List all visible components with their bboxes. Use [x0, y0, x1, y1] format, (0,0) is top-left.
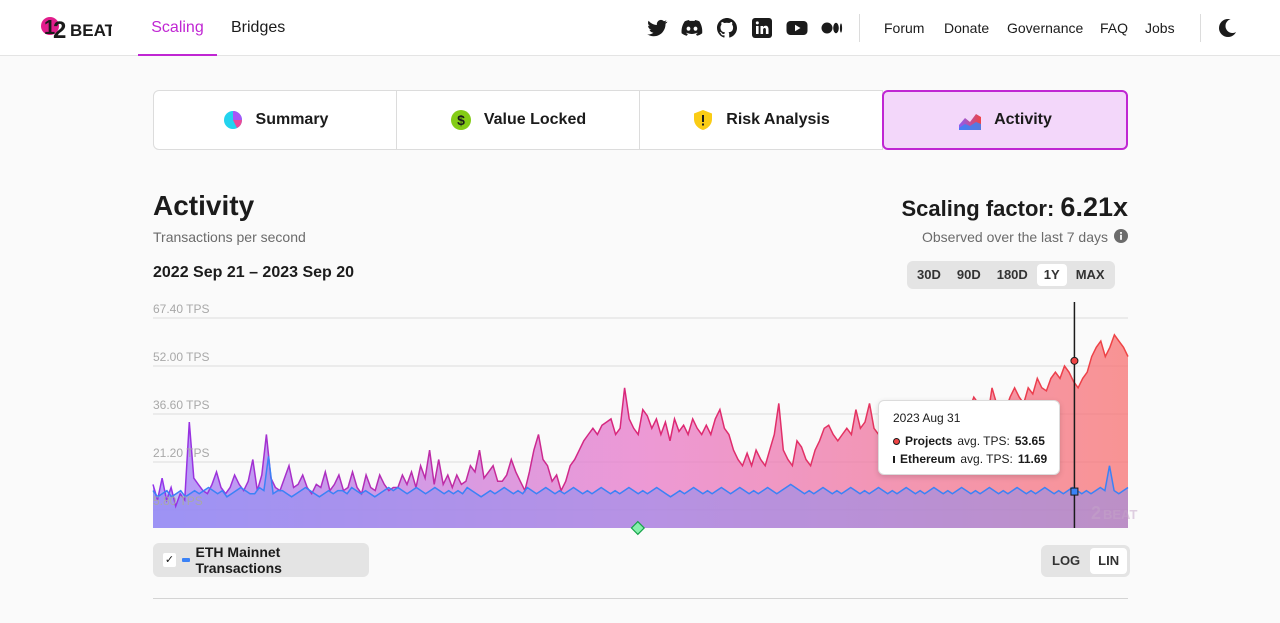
- shield-warning-icon: [694, 110, 713, 130]
- linkedin-icon[interactable]: [750, 16, 774, 40]
- tab-label: Value Locked: [483, 111, 587, 128]
- discord-icon[interactable]: [680, 16, 704, 40]
- eth-mainnet-checkbox[interactable]: ✓: [163, 553, 177, 567]
- nav-divider: [1200, 14, 1201, 42]
- tab-label: Summary: [255, 111, 329, 128]
- tooltip-projects-value: 53.65: [1014, 434, 1045, 448]
- observed-note: Observed over the last 7 days: [922, 229, 1108, 245]
- top-navigation: 1 2 BEAT Scaling Bridges Forum Donate Go…: [0, 0, 1280, 56]
- eth-mainnet-label: ETH Mainnet Transactions: [195, 544, 282, 576]
- nav-link-faq[interactable]: FAQ: [1100, 20, 1129, 36]
- tab-label: Risk Analysis: [726, 111, 830, 128]
- tooltip-ethereum-label: Ethereum: [900, 452, 956, 466]
- range-option-180d[interactable]: 180D: [996, 267, 1028, 282]
- tooltip-ethereum-suffix: avg. TPS:: [960, 452, 1013, 466]
- chart-watermark: 2: [1091, 503, 1101, 523]
- tooltip-date: 2023 Aug 31: [893, 411, 961, 425]
- scaling-factor-value: 6.21x: [1060, 192, 1128, 222]
- svg-text:BEAT: BEAT: [70, 21, 112, 40]
- milestone-marker[interactable]: [630, 520, 646, 536]
- svg-text:2: 2: [53, 17, 66, 44]
- nav-link-governance[interactable]: Governance: [1007, 20, 1084, 36]
- scale-selector: LOG LIN: [1041, 545, 1131, 577]
- tooltip-projects-suffix: avg. TPS:: [957, 434, 1010, 448]
- date-range: 2022 Sep 21 – 2023 Sep 20: [153, 264, 355, 281]
- tooltip-ethereum-value: 11.69: [1017, 452, 1048, 466]
- medium-icon[interactable]: [820, 16, 844, 40]
- ethereum-hover-point: [1070, 487, 1079, 496]
- scale-option-log[interactable]: LOG: [1052, 553, 1081, 568]
- scaling-factor-label: Scaling factor:: [901, 196, 1055, 221]
- summary-pie-icon: [223, 111, 242, 129]
- y-tick-label: 21.20 TPS: [153, 446, 209, 460]
- y-tick-label: 52.00 TPS: [153, 350, 209, 364]
- range-option-max[interactable]: MAX: [1075, 267, 1105, 282]
- nav-link-forum[interactable]: Forum: [884, 20, 925, 36]
- y-tick-label: 36.60 TPS: [153, 398, 209, 412]
- projects-marker-icon: [893, 437, 900, 445]
- chart-tooltip: 2023 Aug 31 Projects avg. TPS: 53.65 Eth…: [878, 400, 1060, 475]
- scale-option-lin[interactable]: LIN: [1090, 548, 1128, 574]
- projects-area: [153, 334, 1128, 528]
- nav-tab-scaling[interactable]: Scaling: [138, 0, 217, 56]
- activity-chart[interactable]: 67.40 TPS 52.00 TPS 36.60 TPS 21.20 TPS 5.80…: [152, 300, 1137, 536]
- chart-watermark: BEAT: [1103, 507, 1137, 522]
- activity-chart-icon: [959, 114, 982, 130]
- y-tick-label: 5.80 TPS: [153, 494, 203, 508]
- section-divider: [153, 598, 1128, 599]
- section-tabs: Summary $ Value Locked Risk Analysis A: [153, 90, 1128, 150]
- nav-tab-bridges[interactable]: Bridges: [231, 19, 286, 36]
- tooltip-ethereum-row: Ethereum avg. TPS: 11.69: [893, 452, 1048, 466]
- projects-hover-point: [1070, 356, 1079, 365]
- scaling-factor: Scaling factor: 6.21x: [901, 192, 1128, 223]
- info-icon[interactable]: [1114, 229, 1128, 243]
- tooltip-projects-label: Projects: [905, 434, 953, 448]
- tab-activity[interactable]: Activity: [882, 90, 1128, 150]
- eth-mainnet-toggle[interactable]: ✓ ETH Mainnet Transactions: [153, 543, 369, 577]
- tab-label: Activity: [994, 111, 1052, 128]
- time-range-selector: 30D 90D 180D 1Y MAX: [907, 261, 1115, 289]
- page-subtitle: Transactions per second: [153, 229, 306, 245]
- twitter-icon[interactable]: [645, 16, 669, 40]
- tab-value-locked[interactable]: $ Value Locked: [396, 90, 640, 150]
- moon-icon[interactable]: [1216, 16, 1240, 40]
- youtube-icon[interactable]: [785, 16, 809, 40]
- nav-divider: [859, 14, 860, 42]
- svg-text:$: $: [457, 112, 465, 128]
- github-icon[interactable]: [715, 16, 739, 40]
- dollar-coin-icon: $: [450, 110, 471, 130]
- range-option-1y[interactable]: 1Y: [1036, 264, 1067, 286]
- l2beat-logo[interactable]: 1 2 BEAT: [40, 12, 112, 44]
- y-tick-label: 67.40 TPS: [153, 302, 209, 316]
- tab-risk-analysis[interactable]: Risk Analysis: [639, 90, 883, 150]
- range-option-30d[interactable]: 30D: [917, 267, 941, 282]
- svg-text:1: 1: [44, 17, 55, 39]
- ethereum-area: [153, 456, 1128, 528]
- ethereum-legend-swatch: [182, 558, 190, 562]
- tab-summary[interactable]: Summary: [153, 90, 397, 150]
- nav-link-jobs[interactable]: Jobs: [1145, 20, 1175, 36]
- page-title: Activity: [153, 190, 255, 221]
- range-option-90d[interactable]: 90D: [956, 267, 981, 282]
- ethereum-line: [152, 456, 1129, 498]
- nav-link-donate[interactable]: Donate: [944, 20, 990, 36]
- tooltip-projects-row: Projects avg. TPS: 53.65: [893, 434, 1045, 448]
- ethereum-marker-icon: [893, 455, 895, 463]
